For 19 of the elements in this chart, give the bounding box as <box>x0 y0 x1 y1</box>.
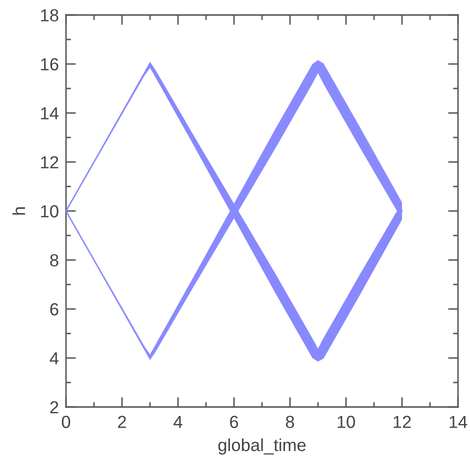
x-tick-label: 0 <box>62 416 70 428</box>
y-tick-label: 2 <box>50 401 58 414</box>
y-tick-label: 4 <box>50 352 59 364</box>
x-axis-title: global_time <box>218 438 306 455</box>
y-tick-label: 18 <box>41 9 58 22</box>
x-tick-label: 2 <box>118 416 126 428</box>
x-tick-label: 4 <box>174 416 182 428</box>
x-tick-label: 8 <box>286 416 294 428</box>
y-axis-title: h <box>12 207 26 215</box>
x-tick-label: 10 <box>338 416 355 428</box>
y-tick-label: 14 <box>41 107 59 120</box>
y-tick-label: 16 <box>41 58 58 70</box>
x-tick-label: 14 <box>450 416 468 428</box>
y-tick-label: 12 <box>41 156 58 168</box>
y-tick-label: 6 <box>50 303 58 316</box>
x-tick-label: 6 <box>230 416 238 428</box>
y-tick-label: 8 <box>50 254 58 266</box>
x-tick-label: 12 <box>394 416 411 428</box>
y-tick-label: 10 <box>41 205 58 218</box>
